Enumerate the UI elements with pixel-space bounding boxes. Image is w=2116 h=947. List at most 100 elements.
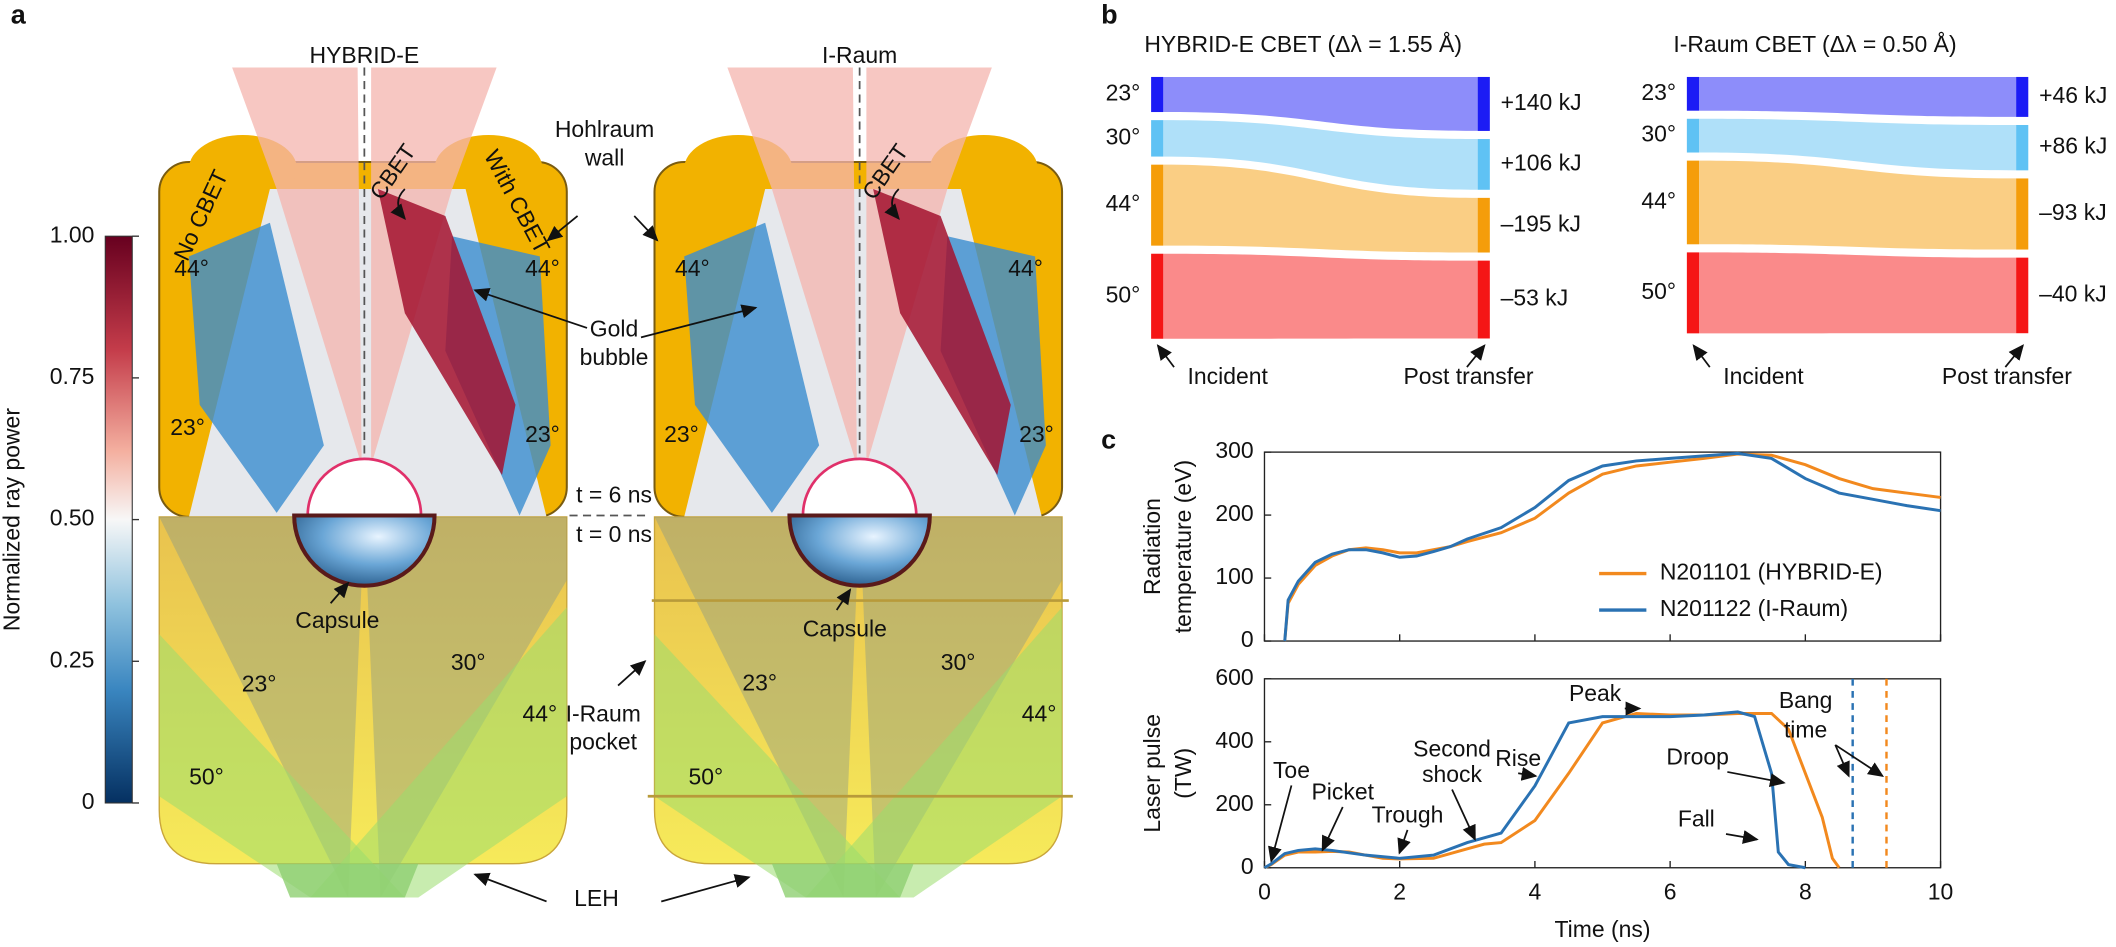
- colorbar: [104, 235, 133, 804]
- diagram-label: 44°: [525, 255, 560, 281]
- beam-label: 30°: [1641, 121, 1676, 147]
- diagram-label: 44°: [1008, 255, 1043, 281]
- beam-label: 44°: [1641, 188, 1676, 214]
- panel-letter: a: [11, 0, 27, 29]
- annotation: Toe: [1273, 757, 1310, 783]
- beam-label: 50°: [1641, 278, 1676, 304]
- arrow: [1397, 829, 1411, 855]
- series-line: [1283, 451, 1941, 642]
- colorbar-tick-label: 0.25: [50, 646, 95, 672]
- diagram-label: I-Raum: [822, 42, 897, 68]
- diagram-label: 23°: [664, 421, 699, 447]
- sankey-flow: [1699, 160, 2017, 250]
- y-tick-label: 300: [1215, 437, 1253, 463]
- transfer-label: –93 kJ: [2039, 199, 2107, 225]
- incident-node: [1151, 164, 1164, 246]
- incident-node: [1686, 76, 1700, 111]
- transfer-label: +46 kJ: [2039, 82, 2107, 108]
- y-tick-label: 200: [1215, 500, 1253, 526]
- sankey-flow: [1699, 118, 2017, 171]
- arrow: [1466, 344, 1486, 368]
- colorbar-tick-label: 0.75: [50, 363, 95, 389]
- annotation: Rise: [1495, 745, 1541, 771]
- annotation: time: [1784, 717, 1827, 743]
- post-label: Post transfer: [1942, 363, 2072, 389]
- panel-letter: b: [1101, 0, 1117, 29]
- diagram-label: HYBRID-E: [310, 42, 420, 68]
- colorbar-label: Normalized ray power: [0, 408, 25, 631]
- incident-node: [1151, 253, 1164, 339]
- sankey-title: I-Raum CBET (Δλ = 0.50 Å): [1673, 31, 1956, 57]
- diagram-label: bubble: [580, 344, 649, 370]
- annotation: Fall: [1678, 806, 1715, 832]
- colorbar-tick-label: 0.50: [50, 505, 95, 531]
- arrow: [1692, 344, 1711, 368]
- y-axis-label: temperature (eV): [1170, 460, 1196, 633]
- diagram-label: 23°: [242, 671, 277, 697]
- diagram-label: 50°: [189, 764, 224, 790]
- diagram-label: LEH: [574, 885, 619, 911]
- plot-frame: [1263, 451, 1942, 642]
- diagram-label: 23°: [742, 669, 777, 695]
- arrow: [1725, 830, 1759, 844]
- arrow: [1321, 806, 1344, 852]
- arrow: [1727, 771, 1786, 788]
- annotation: Bang: [1779, 687, 1833, 713]
- diagram-label: 44°: [174, 255, 209, 281]
- transfer-node: [1477, 139, 1490, 190]
- incident-label: Incident: [1723, 363, 1804, 389]
- y-tick-label: 100: [1215, 563, 1253, 589]
- arrow: [1156, 344, 1175, 368]
- annotation: Picket: [1312, 779, 1375, 805]
- y-tick-label: 200: [1215, 790, 1253, 816]
- annotation: Peak: [1569, 680, 1622, 706]
- transfer-node: [2016, 124, 2029, 171]
- beam-label: 44°: [1106, 190, 1141, 216]
- y-axis-label: (TW): [1170, 748, 1196, 799]
- arrow: [1451, 789, 1476, 842]
- sankey-flow: [1163, 253, 1478, 339]
- transfer-node: [1477, 76, 1490, 131]
- transfer-label: +86 kJ: [2039, 133, 2107, 159]
- diagram-label: Gold: [590, 316, 638, 342]
- panel-letter: c: [1101, 424, 1116, 454]
- x-tick-label: 6: [1664, 878, 1677, 904]
- y-axis-label: Laser pulse: [1139, 714, 1165, 833]
- x-tick-label: 10: [1928, 878, 1954, 904]
- x-axis-label: Time (ns): [1555, 916, 1651, 942]
- incident-node: [1151, 120, 1164, 157]
- x-tick-label: 2: [1393, 878, 1406, 904]
- y-tick-label: 0: [1241, 626, 1254, 652]
- y-tick-label: 600: [1215, 664, 1253, 690]
- transfer-label: –53 kJ: [1501, 285, 1569, 311]
- diagram-label: 44°: [522, 700, 557, 726]
- legend-label: N201101 (HYBRID-E): [1660, 559, 1883, 585]
- diagram-label: 23°: [525, 421, 560, 447]
- sankey-flow: [1163, 164, 1478, 253]
- series-line: [1263, 710, 1806, 870]
- diagram-label: 30°: [941, 649, 976, 675]
- diagram-label: t = 0 ns: [576, 521, 652, 547]
- y-tick-label: 0: [1241, 853, 1254, 879]
- transfer-node: [2016, 76, 2029, 117]
- sankey-flow: [1163, 76, 1478, 131]
- diagram-label: t = 6 ns: [576, 482, 652, 508]
- transfer-label: +140 kJ: [1501, 89, 1582, 115]
- arrow: [2004, 344, 2024, 368]
- x-tick-label: 8: [1799, 878, 1812, 904]
- x-tick-label: 4: [1529, 878, 1542, 904]
- sankey-flow: [1699, 76, 2017, 117]
- arrow: [1834, 744, 1885, 777]
- y-tick-label: 400: [1215, 727, 1253, 753]
- diagram-label: Hohlraum: [555, 116, 654, 142]
- beam-label: 23°: [1106, 80, 1141, 106]
- annotation: Trough: [1372, 802, 1444, 828]
- transfer-label: –195 kJ: [1501, 210, 1581, 236]
- colorbar-tick-label: 1.00: [50, 221, 95, 247]
- transfer-node: [1477, 260, 1490, 339]
- legend-label: N201122 (I-Raum): [1660, 595, 1848, 621]
- arrow: [1834, 744, 1850, 778]
- colorbar-tick-label: 0: [82, 788, 95, 814]
